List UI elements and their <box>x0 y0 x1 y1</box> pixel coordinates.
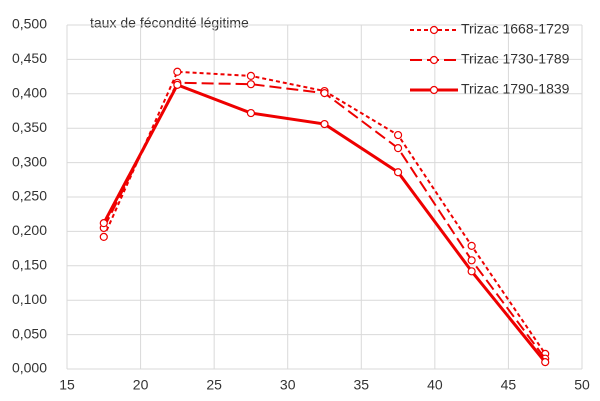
y-tick-label: 0,250 <box>12 188 47 204</box>
legend-label: Trizac 1790-1839 <box>461 81 570 97</box>
y-tick-label: 0,100 <box>12 291 47 307</box>
y-tick-label: 0,400 <box>12 85 47 101</box>
x-tick-label: 20 <box>133 377 149 393</box>
y-tick-label: 0,350 <box>12 119 47 135</box>
data-point <box>393 168 403 177</box>
y-tick-label: 0,300 <box>12 153 47 169</box>
data-point <box>393 130 403 140</box>
data-point <box>320 119 329 129</box>
data-point <box>467 256 476 265</box>
data-point <box>246 108 256 118</box>
legend-label: Trizac 1668-1729 <box>461 21 570 37</box>
legend-marker <box>429 25 439 35</box>
data-point <box>541 358 550 367</box>
chart-title: taux de fécondité légitime <box>90 15 249 31</box>
data-point <box>467 267 476 276</box>
data-point <box>320 89 329 98</box>
x-tick-label: 45 <box>501 377 517 393</box>
data-point <box>99 232 108 242</box>
x-tick-label: 40 <box>427 377 443 393</box>
y-tick-label: 0,450 <box>12 50 47 66</box>
data-point <box>99 219 108 228</box>
series-line <box>102 70 547 355</box>
x-tick-label: 50 <box>574 377 590 393</box>
y-tick-label: 0,500 <box>12 16 47 32</box>
y-tick-label: 0,050 <box>12 325 47 341</box>
data-point <box>173 80 182 89</box>
x-tick-label: 35 <box>353 377 369 393</box>
x-tick-label: 25 <box>206 377 222 393</box>
y-tick-label: 0,000 <box>12 360 47 376</box>
data-point <box>246 80 256 89</box>
x-tick-label: 15 <box>59 377 75 393</box>
data-point <box>393 144 403 153</box>
x-tick-label: 30 <box>280 377 296 393</box>
data-point <box>246 71 256 81</box>
legend-marker <box>429 55 439 65</box>
y-tick-label: 0,200 <box>12 222 47 238</box>
legend-label: Trizac 1730-1789 <box>461 51 570 67</box>
y-tick-label: 0,150 <box>12 257 47 273</box>
data-point <box>467 241 476 250</box>
data-point <box>173 67 182 76</box>
legend-marker <box>429 85 439 95</box>
